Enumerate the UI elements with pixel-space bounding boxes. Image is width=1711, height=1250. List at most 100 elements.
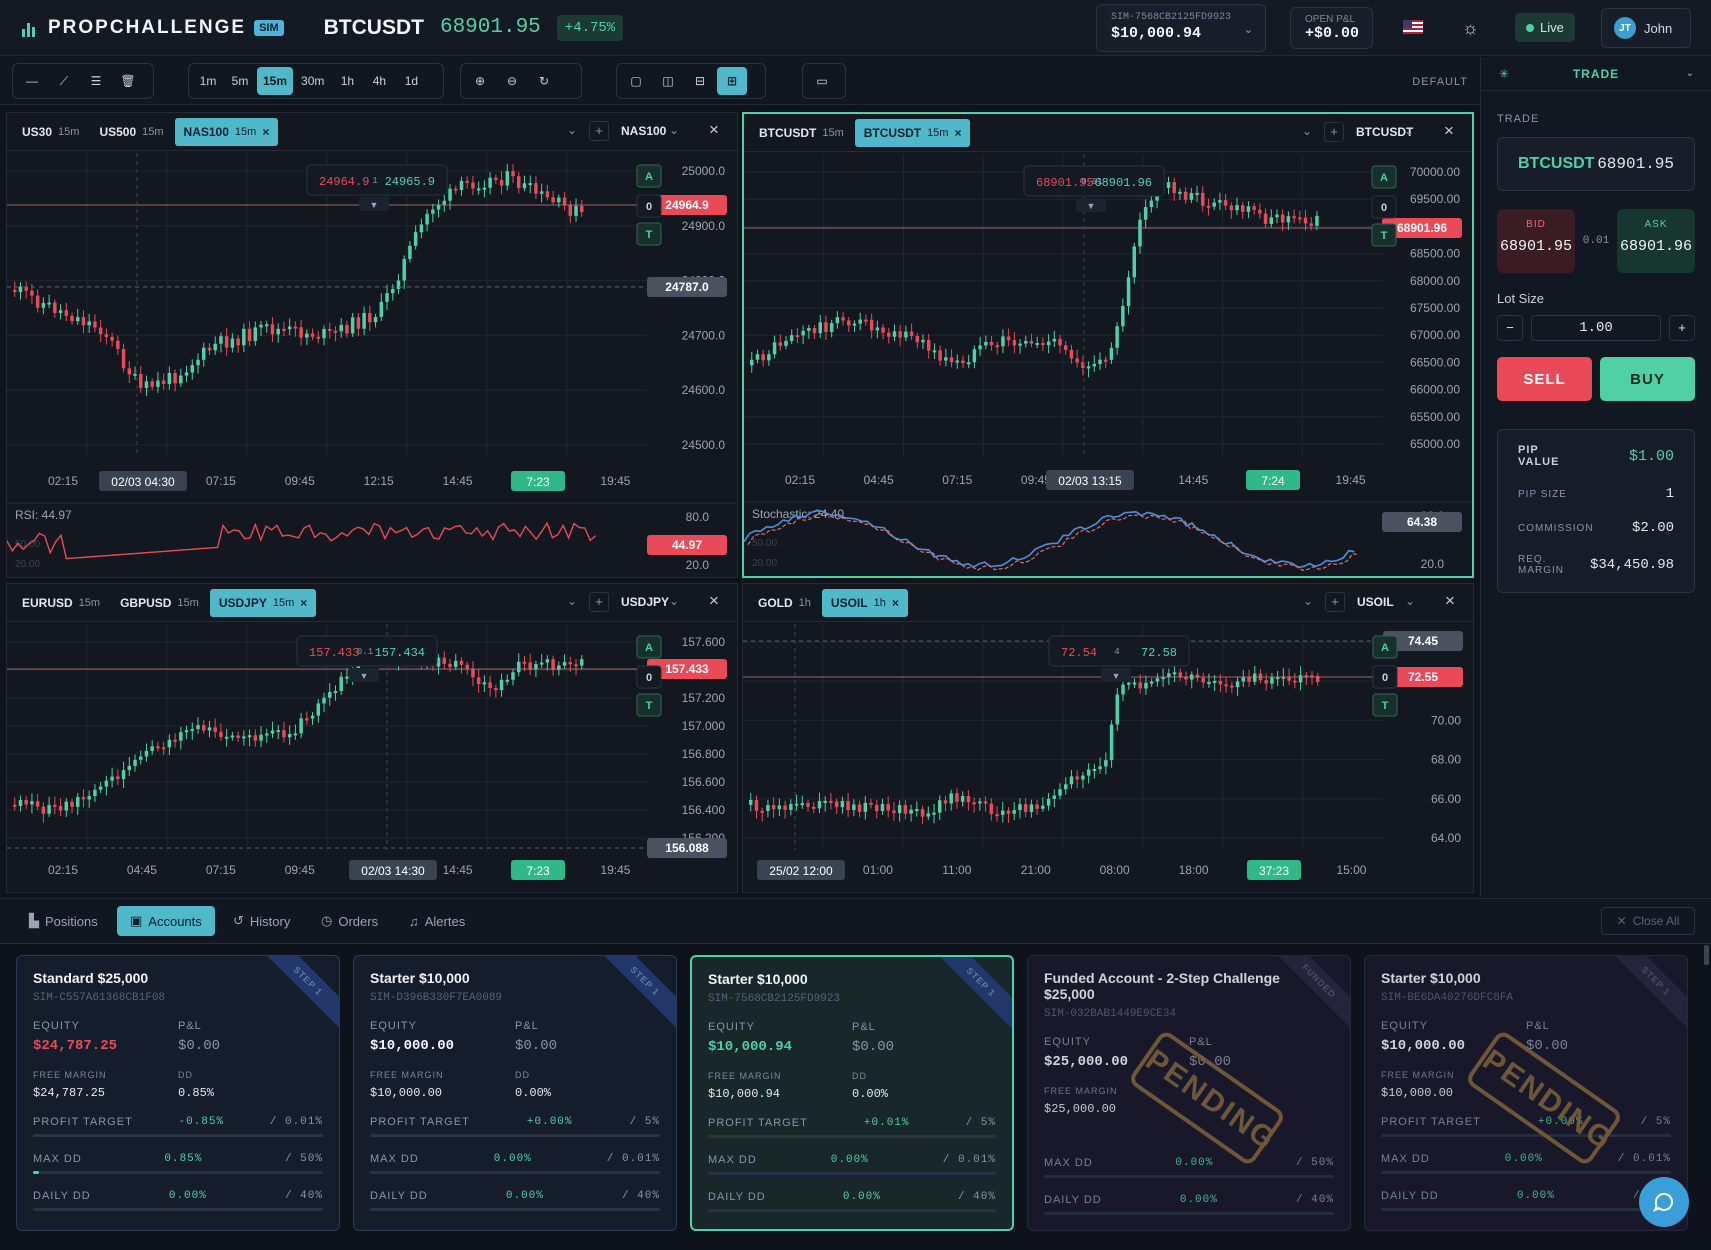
add-tab-icon[interactable]: + [589,592,609,612]
lot-size-input[interactable]: 1.00 [1531,315,1661,341]
trade-symbol-box[interactable]: BTCUSDT 68901.95 [1497,137,1695,191]
timeframe-1m[interactable]: 1m [199,74,217,88]
chart-tab-us30[interactable]: US30 15m [13,118,88,146]
tab-orders[interactable]: ◷ Orders [308,906,391,936]
timeframe-4h[interactable]: 4h [372,74,387,88]
tab-alertes[interactable]: ♫ Alertes [396,906,478,936]
order-t-button[interactable]: T [1372,693,1398,717]
layout-default-label[interactable]: DEFAULT [1412,76,1468,88]
panel-symbol-select[interactable]: BTCUSDT [1356,125,1414,139]
account-card[interactable]: STEP 1 Standard $25,000 SIM-C557A61368CB1F… [16,955,340,1231]
chat-button[interactable] [1639,1177,1689,1227]
chart-tab-gold[interactable]: GOLD 1h [749,589,820,617]
add-tab-icon[interactable]: + [1325,592,1345,612]
close-tab-icon[interactable]: × [262,124,270,139]
bid-quote[interactable]: BID 68901.95 [1497,209,1575,273]
scrollbar[interactable] [1704,945,1709,965]
account-card[interactable]: STEP 1 Starter $10,000 SIM-7568CB2125FD992… [690,955,1014,1231]
close-tab-icon[interactable]: × [891,595,899,610]
monitor-icon[interactable]: ▭ [816,74,828,88]
close-all-button[interactable]: ✕ Close All [1601,907,1695,935]
zoom-in-icon[interactable]: ⊕ [474,74,486,88]
timeframe-1d[interactable]: 1d [404,74,419,88]
layout-grid-icon[interactable]: ⊞ [717,67,747,95]
account-card[interactable]: STEP 1 Starter $10,000 SIM-D396B330F7EA008… [353,955,677,1231]
account-selector[interactable]: SIM-7568CB2125FD9923 $10,000.94 ⌄ [1096,4,1266,52]
reset-view-icon[interactable]: ↻ [538,74,550,88]
order-a-button[interactable]: A [1371,165,1397,189]
sell-button[interactable]: SELL [1497,357,1592,401]
lot-increase-button[interactable]: + [1669,315,1695,341]
close-tab-icon[interactable]: × [954,125,962,140]
user-menu[interactable]: JT John [1601,8,1691,48]
price-chart[interactable]: 25000.024900.024800.024700.024600.024500… [7,113,737,577]
horizontal-line-icon[interactable]: — [26,74,38,88]
ask-quote[interactable]: ASK 68901.96 [1617,209,1695,273]
chart-tab-gbpusd[interactable]: GBPUSD 15m [111,589,208,617]
tab-accounts[interactable]: ▣ Accounts [117,906,215,936]
tab-positions[interactable]: ▙ Positions [16,906,111,936]
layout-rows-icon[interactable]: ⊟ [694,74,706,88]
trade-panel-header[interactable]: ✳ TRADE ⌄ [1481,57,1711,91]
tab-history[interactable]: ↺ History [220,906,303,936]
account-card[interactable]: STEP 1 Starter $10,000 SIM-BE6DA40276DFC8F… [1364,955,1688,1231]
close-panel-icon[interactable]: × [709,591,719,610]
chart-panel-nas100[interactable]: US30 15m US500 15m NAS100 15m × ⌄ + NAS100 ⌄ × 25000… [6,112,738,578]
order-a-button[interactable]: A [636,635,662,659]
live-status-button[interactable]: Live [1515,13,1575,42]
chevron-down-icon[interactable]: ⌄ [567,594,578,608]
buy-button[interactable]: BUY [1600,357,1695,401]
lot-decrease-button[interactable]: − [1497,315,1523,341]
order-zero-button[interactable]: 0 [636,665,662,689]
price-chart[interactable]: 74.0072.0070.0068.0066.0064.0072.5574.45… [743,584,1473,892]
trend-line-icon[interactable]: ⟋ [59,73,69,88]
chart-panel-usdjpy[interactable]: EURUSD 15m GBPUSD 15m USDJPY 15m × ⌄ + USDJPY ⌄ × 15… [6,583,738,893]
panel-symbol-select[interactable]: NAS100 [621,124,667,138]
order-a-button[interactable]: A [1372,635,1398,659]
timeframe-1h[interactable]: 1h [340,74,355,88]
account-card[interactable]: FUNDED Funded Account - 2-Step Challenge … [1027,955,1351,1231]
chart-tab-us500[interactable]: US500 15m [90,118,172,146]
chart-tab-usoil[interactable]: USOIL 1h × [821,588,908,617]
chevron-down-icon[interactable]: ⌄ [567,123,578,137]
order-t-button[interactable]: T [636,222,662,246]
add-tab-icon[interactable]: + [1324,122,1344,142]
timeframe-30m[interactable]: 30m [301,74,325,88]
chevron-down-icon[interactable]: ⌄ [1404,124,1415,138]
us-flag-icon[interactable] [1403,20,1423,34]
order-t-button[interactable]: T [636,693,662,717]
close-tab-icon[interactable]: × [300,595,308,610]
order-zero-button[interactable]: 0 [1371,195,1397,219]
chart-tab-btcusdt[interactable]: BTCUSDT 15m × [854,118,971,147]
add-tab-icon[interactable]: + [589,121,609,141]
panel-symbol-select[interactable]: USDJPY [621,595,670,609]
price-chart[interactable]: 157.600157.400157.200157.000156.800156.6… [7,584,737,892]
quote-box[interactable]: 72.54 4 72.58 ▼ [1048,635,1190,682]
chevron-down-icon[interactable]: ⌄ [1405,594,1416,608]
timeframe-15m[interactable]: 15m [257,67,294,95]
order-zero-button[interactable]: 0 [1372,665,1398,689]
order-t-button[interactable]: T [1371,223,1397,247]
chart-tab-eurusd[interactable]: EURUSD 15m [13,589,109,617]
zoom-out-icon[interactable]: ⊖ [506,74,518,88]
layout-single-icon[interactable]: ▢ [630,74,642,88]
chart-tab-btcusdt[interactable]: BTCUSDT 15m [750,119,853,147]
brand-logo[interactable]: PROPCHALLENGE SIM [22,17,284,39]
timeframe-5m[interactable]: 5m [231,74,249,88]
fib-lines-icon[interactable]: ☰ [90,74,102,88]
close-panel-icon[interactable]: × [1445,591,1455,610]
close-panel-icon[interactable]: × [709,120,719,139]
sun-icon[interactable]: ☼ [1462,18,1479,38]
chevron-down-icon[interactable]: ⌄ [669,594,680,608]
close-panel-icon[interactable]: × [1444,121,1454,140]
layout-columns-icon[interactable]: ◫ [662,74,674,88]
chart-tab-nas100[interactable]: NAS100 15m × [174,117,279,146]
chart-panel-btcusdt[interactable]: BTCUSDT 15m BTCUSDT 15m × ⌄ + BTCUSDT ⌄ × 70000.00… [742,112,1474,578]
order-a-button[interactable]: A [636,164,662,188]
price-chart[interactable]: 70000.0069500.0069000.0068500.0068000.00… [744,114,1472,576]
panel-symbol-select[interactable]: USOIL [1357,595,1394,609]
chevron-down-icon[interactable]: ⌄ [1303,594,1314,608]
